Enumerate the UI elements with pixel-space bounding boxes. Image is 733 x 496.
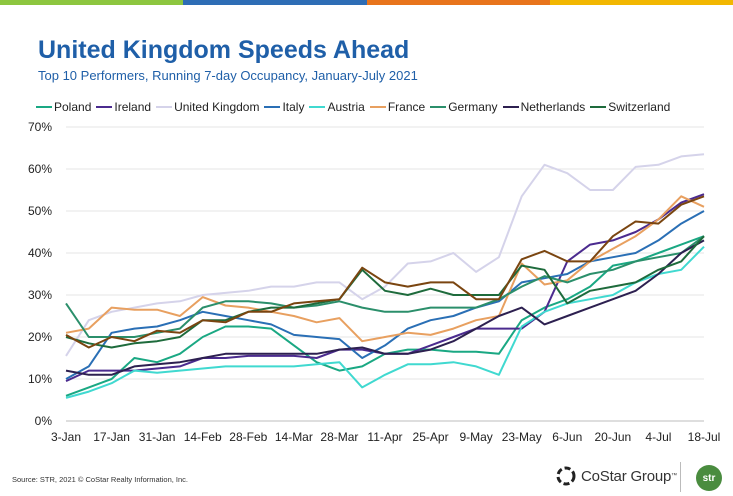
x-tick-label: 6-Jun [552,430,582,444]
legend-label: Ireland [114,100,152,114]
y-tick-label: 60% [28,162,52,176]
legend-label: France [387,100,426,114]
x-tick-label: 31-Jan [139,430,176,444]
legend-label: Italy [282,100,305,114]
str-logo: str [696,465,722,491]
legend-item-netherlands: Netherlands [502,100,586,114]
legend-swatch [430,106,447,108]
source-note: Source: STR, 2021 © CoStar Realty Inform… [12,475,189,484]
legend-item-poland: Poland [36,100,91,114]
x-tick-label: 28-Mar [320,430,358,444]
series-line-netherlands [65,239,705,376]
legend-item-united-kingdom: United Kingdom [156,100,259,114]
x-tick-label: 14-Feb [184,430,222,444]
x-tick-label: 11-Apr [367,430,402,444]
legend-swatch [369,106,386,108]
series-line-unnamed [65,195,705,349]
legend-item-switzerland: Switzerland [590,100,670,114]
x-tick-label: 20-Jun [595,430,632,444]
chart-legend: Poland Ireland United Kingdom Italy Austria F… [36,99,675,115]
y-tick-label: 20% [28,330,52,344]
series-line-france [65,195,705,343]
legend-swatch [309,106,326,108]
legend-label: Poland [54,100,92,114]
accent-stripe-blue [183,0,367,5]
legend-item-italy: Italy [264,100,304,114]
x-tick-label: 4-Jul [645,430,671,444]
x-tick-label: 3-Jan [51,430,81,444]
legend-label: Germany [448,100,498,114]
legend-swatch [502,106,519,108]
legend-item-ireland: Ireland [96,100,151,114]
legend-swatch [264,106,281,108]
series-line-united-kingdom [65,153,705,357]
x-tick-label: 14-Mar [275,430,313,444]
x-tick-label: 25-Apr [413,430,449,444]
y-tick-label: 50% [28,204,52,218]
x-tick-label: 18-Jul [688,430,721,444]
series-line-germany [65,235,705,338]
x-tick-label: 17-Jan [93,430,130,444]
x-tick-label: 9-May [459,430,492,444]
y-tick-label: 40% [28,246,52,260]
accent-stripe-orange [366,0,550,5]
y-tick-label: 30% [28,288,52,302]
legend-label: United Kingdom [174,100,260,114]
top-accent-bar [0,0,733,5]
accent-stripe-green [0,0,184,5]
legend-swatch [156,106,173,108]
legend-label: Austria [327,100,365,114]
legend-swatch [96,106,113,108]
costar-star-icon [556,466,576,486]
legend-label: Netherlands [520,100,586,114]
legend-label: Switzerland [608,100,671,114]
legend-item-germany: Germany [430,100,498,114]
legend-swatch [590,106,607,108]
y-tick-label: 10% [28,372,52,386]
series-line-austria [65,245,705,399]
x-tick-label: 23-May [502,430,542,444]
y-tick-label: 70% [28,120,52,134]
legend-swatch [36,106,52,108]
accent-stripe-yellow [549,0,733,5]
legend-item-france: France [369,100,426,114]
trademark-mark: ™ [671,473,678,479]
chart-subtitle: Top 10 Performers, Running 7-day Occupan… [38,68,418,83]
costar-logo-text: CoStar Group [581,467,672,485]
logo-divider [680,462,681,492]
chart-title: United Kingdom Speeds Ahead [38,36,410,64]
x-tick-label: 28-Feb [229,430,267,444]
y-tick-label: 0% [35,414,53,428]
series-line-switzerland [65,235,705,349]
series-line-italy [65,210,705,380]
legend-item-austria: Austria [309,100,365,114]
costar-group-logo: CoStar Group ™ [556,466,677,486]
